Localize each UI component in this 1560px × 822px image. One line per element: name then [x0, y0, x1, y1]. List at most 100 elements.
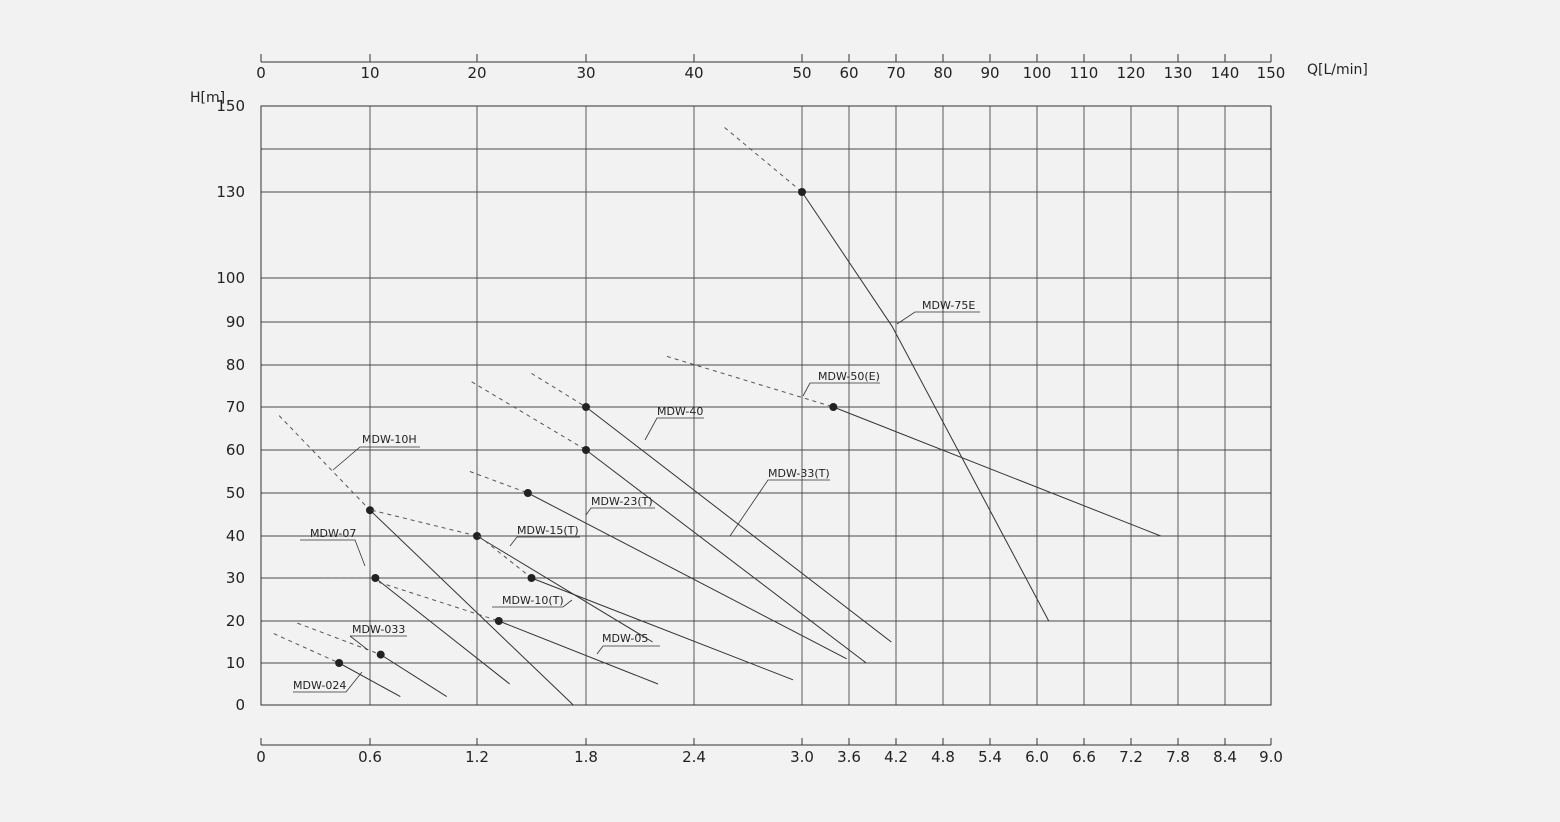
dashed-extension-mdw-40 — [531, 372, 587, 408]
label-leader-mdw-05 — [596, 645, 660, 655]
top-tick-label: 10 — [360, 64, 379, 82]
label-leader-mdw-75e — [896, 311, 980, 325]
label-leader-mdw-10-t — [492, 599, 573, 608]
curve-label-mdw-33-t: MDW-33(T) — [768, 467, 830, 480]
dashed-extension-mdw-10h — [278, 415, 371, 511]
curve-label-mdw-05: MDW-05 — [602, 632, 648, 645]
y-tick-label: 100 — [216, 269, 245, 287]
label-leader-mdw-10h — [332, 446, 420, 471]
top-tick-label: 100 — [1023, 64, 1052, 82]
y-tick-label: 70 — [226, 398, 245, 416]
top-tick-label: 120 — [1117, 64, 1146, 82]
top-tick-label: 150 — [1257, 64, 1286, 82]
curve-mdw-23-t — [527, 492, 847, 660]
y-tick-label: 80 — [226, 356, 245, 374]
label-leader-mdw-50-e — [802, 382, 880, 397]
curve-mdw-05 — [498, 620, 659, 685]
duty-point-mdw-10h — [366, 506, 374, 515]
top-axis-label: Q[L/min] — [1307, 62, 1368, 78]
top-tick-label: 20 — [467, 64, 486, 82]
curve-mdw-033 — [380, 654, 447, 698]
label-leader-mdw-15-t — [509, 536, 580, 547]
y-axis-label: H[m] — [190, 90, 225, 106]
label-leader-mdw-024 — [293, 671, 363, 693]
y-tick-label: 50 — [226, 484, 245, 502]
curve-mdw-50-e — [833, 406, 1161, 537]
bottom-tick-label: 1.8 — [574, 748, 598, 766]
label-leader-mdw-40 — [644, 417, 704, 441]
curve-label-mdw-10h: MDW-10H — [362, 433, 417, 446]
top-tick-label: 130 — [1164, 64, 1193, 82]
y-tick-label: 20 — [226, 612, 245, 630]
curve-label-mdw-40: MDW-40 — [657, 405, 703, 418]
bottom-tick-label: 8.4 — [1213, 748, 1237, 766]
bottom-tick-label: 7.8 — [1166, 748, 1190, 766]
top-tick-label: 50 — [792, 64, 811, 82]
dashed-extension-mdw-10-t — [371, 509, 478, 537]
y-tick-label: 60 — [226, 441, 245, 459]
bottom-tick-label: 6.6 — [1072, 748, 1096, 766]
label-leader-mdw-033 — [349, 635, 369, 651]
curve-label-mdw-15-t: MDW-15(T) — [517, 524, 579, 537]
dashed-extension-mdw-05 — [378, 581, 499, 622]
label-leader-mdw-33-t — [729, 479, 830, 537]
curve-label-mdw-50-e: MDW-50(E) — [818, 370, 880, 383]
bottom-tick-label: 7.2 — [1119, 748, 1143, 766]
curve-labels: MDW-024 MDW-033 MDW-07 MDW-10H MDW-05 MDW-10(… — [293, 299, 980, 693]
duty-point-mdw-033 — [376, 650, 385, 659]
bottom-tick-label: 1.2 — [465, 748, 489, 766]
dashed-extension-mdw-75e — [724, 127, 803, 193]
label-leader-mdw-07 — [300, 539, 366, 567]
duty-point-mdw-33-t — [582, 446, 590, 454]
top-tick-label: 80 — [933, 64, 952, 82]
bottom-tick-label: 0 — [256, 748, 266, 766]
curve-mdw-75e — [801, 191, 1050, 622]
top-tick-label: 110 — [1070, 64, 1099, 82]
top-tick-label: 0 — [256, 64, 266, 82]
duty-point-mdw-024 — [335, 659, 344, 667]
curve-label-mdw-10-t: MDW-10(T) — [502, 594, 564, 607]
curve-mdw-33-t — [585, 449, 867, 664]
curve-label-mdw-07: MDW-07 — [310, 527, 356, 540]
bottom-tick-label: 3.6 — [837, 748, 861, 766]
dashed-extension-mdw-15-t — [478, 535, 532, 579]
duty-point-mdw-50-e — [829, 403, 838, 411]
curve-mdw-07 — [375, 577, 511, 685]
curve-mdw-15-t — [531, 577, 794, 681]
curve-mdw-10h — [369, 509, 574, 706]
top-tick-label: 90 — [980, 64, 999, 82]
duty-point-mdw-40 — [582, 403, 590, 411]
curve-mdw-024 — [338, 662, 401, 698]
duty-point-mdw-75e — [798, 188, 806, 196]
duty-point-mdw-23-t — [523, 489, 532, 497]
bottom-tick-label: 6.0 — [1025, 748, 1049, 766]
y-tick-label: 150 — [216, 97, 245, 115]
curves — [273, 127, 1161, 706]
y-tick-label: 0 — [235, 696, 245, 714]
top-tick-label: 40 — [684, 64, 703, 82]
bottom-tick-label: 3.0 — [790, 748, 814, 766]
bottom-tick-label: 2.4 — [682, 748, 706, 766]
curve-label-mdw-033: MDW-033 — [352, 623, 405, 636]
curve-label-mdw-75e: MDW-75E — [922, 299, 975, 312]
dashed-extension-mdw-50-e — [666, 355, 834, 408]
grid-lines — [261, 106, 1271, 705]
y-tick-label: 30 — [226, 569, 245, 587]
duty-point-mdw-15-t — [527, 574, 536, 582]
bottom-tick-label: 0.6 — [358, 748, 382, 766]
top-tick-label: 70 — [886, 64, 905, 82]
y-tick-label: 10 — [226, 654, 245, 672]
y-tick-label: 90 — [226, 313, 245, 331]
duty-point-mdw-10-t — [473, 532, 481, 540]
curve-label-mdw-23-t: MDW-23(T) — [591, 495, 653, 508]
bottom-tick-label: 4.2 — [884, 748, 908, 766]
y-tick-label: 40 — [226, 527, 245, 545]
top-tick-label: 140 — [1211, 64, 1240, 82]
bottom-tick-label: 4.8 — [931, 748, 955, 766]
curve-label-mdw-024: MDW-024 — [293, 679, 346, 692]
duty-point-mdw-07 — [371, 574, 380, 582]
top-tick-label: 30 — [576, 64, 595, 82]
dashed-extension-mdw-33-t — [471, 381, 587, 451]
